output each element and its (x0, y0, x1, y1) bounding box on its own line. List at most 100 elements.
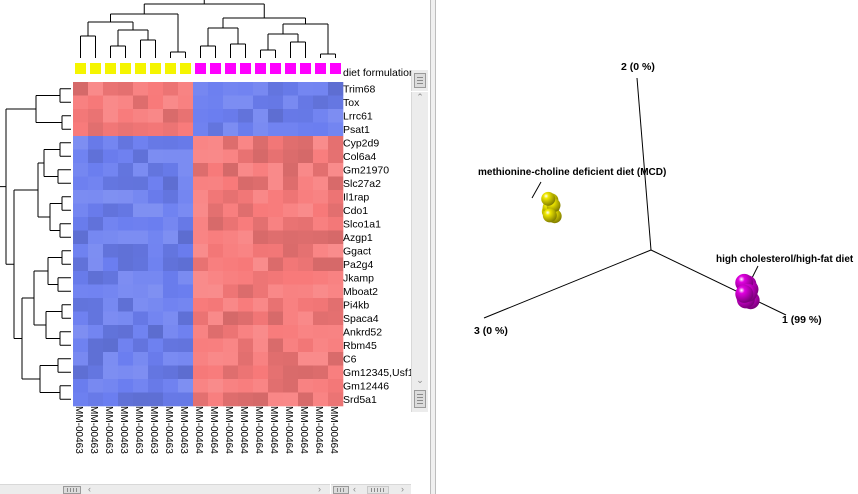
heatmap-cell (298, 352, 314, 366)
heatmap-cell (133, 190, 149, 204)
heatmap-cell (208, 109, 224, 123)
annotation-cell (105, 63, 116, 74)
annotation-cell (270, 63, 281, 74)
heatmap-cell (103, 338, 119, 353)
heatmap-cell (133, 136, 149, 150)
heatmap-cell (313, 217, 329, 231)
heatmap-cell (238, 311, 254, 326)
pca-3d-plot[interactable]: 1 (99 %) 2 (0 %) 3 (0 %) methionine-choline… (436, 0, 858, 494)
heatmap-cell (133, 217, 149, 231)
heatmap-cell (298, 230, 314, 245)
heatmap-cell (88, 217, 104, 231)
heatmap-cell (223, 244, 239, 258)
heatmap-cell (73, 392, 89, 407)
heatmap-cell (298, 392, 314, 407)
scroll-down-icon[interactable]: ⌄ (416, 375, 424, 385)
labels-hscroll-thumb[interactable] (333, 486, 349, 494)
heatmap-cell (238, 244, 254, 258)
row-label: Psat1 (343, 124, 370, 136)
heatmap-cell (163, 230, 179, 245)
heatmap-cell (193, 122, 209, 137)
heatmap-cell (118, 82, 134, 96)
column-label: MM-00463 (163, 406, 174, 454)
heatmap-cell (148, 217, 164, 231)
heatmap-cell (163, 190, 179, 204)
heatmap-cell (253, 325, 269, 339)
heatmap-cell (283, 109, 299, 123)
heatmap-cell (268, 271, 284, 285)
heatmap-cell (238, 217, 254, 231)
scroll-up-icon[interactable]: ⌃ (416, 92, 424, 102)
scroll-left-icon[interactable]: ‹ (88, 484, 91, 494)
pca-axis-label: 3 (0 %) (474, 325, 508, 337)
pane-splitter[interactable] (430, 0, 436, 494)
heatmap-cell (283, 284, 299, 299)
heatmap-cell (328, 190, 344, 204)
heatmap-cell (163, 365, 179, 380)
heatmap-cell (118, 257, 134, 272)
heatmap-cell (88, 352, 104, 366)
heatmap-cell (268, 392, 284, 407)
dendrogram-hscroll-thumb[interactable] (63, 486, 81, 494)
heatmap-cell (223, 203, 239, 218)
row-label: Il1rap (343, 192, 369, 204)
heatmap-cell (238, 190, 254, 204)
heatmap-cell (298, 149, 314, 164)
heatmap-cell (268, 82, 284, 96)
pca-axis (650, 249, 787, 316)
labels-hscroll-track-thumb[interactable] (367, 486, 389, 494)
heatmap-cell (193, 284, 209, 299)
heatmap-cell (178, 271, 194, 285)
heatmap-cell (283, 257, 299, 272)
heatmap-cell (148, 257, 164, 272)
heatmap-cell (223, 95, 239, 110)
heatmap-cell (118, 392, 134, 407)
row-label: Mboat2 (343, 286, 378, 298)
heatmap-cell (103, 298, 119, 312)
heatmap-cell (208, 271, 224, 285)
row-scrollbar[interactable]: ⌃ ⌄ (411, 92, 428, 412)
heatmap-cell (88, 271, 104, 285)
heatmap-cell (313, 109, 329, 123)
row-scroll-thumb[interactable] (414, 390, 426, 408)
column-label: MM-00463 (73, 406, 84, 454)
row-label: Pa2g4 (343, 259, 374, 271)
heatmap-cell (268, 257, 284, 272)
heatmap-cell (208, 392, 224, 407)
heatmap-cell (253, 190, 269, 204)
heatmap-cell (73, 176, 89, 191)
scroll-right-icon[interactable]: › (318, 484, 321, 494)
scroll-left-icon[interactable]: ‹ (353, 484, 356, 494)
heatmap-cell (148, 365, 164, 380)
heatmap-cell (73, 311, 89, 326)
scroll-right-icon[interactable]: › (401, 484, 404, 494)
heatmap-cell (238, 352, 254, 366)
annotation-scroll-thumb[interactable] (414, 73, 426, 88)
annotation-cell (225, 63, 236, 74)
heatmap-cell (73, 203, 89, 218)
heatmap-cell (253, 230, 269, 245)
heatmap-cell (88, 311, 104, 326)
heatmap-cell (238, 338, 254, 353)
annotation-cell (315, 63, 326, 74)
labels-hscrollbar[interactable]: ‹ › (331, 484, 411, 494)
heatmap-cell (193, 82, 209, 96)
heatmap-cell (313, 203, 329, 218)
column-label: MM-00464 (268, 406, 279, 454)
column-label: MM-00464 (313, 406, 324, 454)
heatmap-cell (298, 163, 314, 177)
dendrogram-hscrollbar[interactable]: ‹ › (0, 484, 330, 494)
heatmap-cell (223, 311, 239, 326)
heatmap-cell (118, 284, 134, 299)
row-label: Jkamp (343, 273, 374, 285)
heatmap-cell (118, 163, 134, 177)
heatmap-cell (118, 271, 134, 285)
heatmap-cell (238, 284, 254, 299)
heatmap-cell (298, 109, 314, 123)
heatmap-cell (103, 109, 119, 123)
heatmap-cell (163, 271, 179, 285)
heatmap-cell (253, 352, 269, 366)
heatmap-cell (223, 176, 239, 191)
heatmap-cell (208, 298, 224, 312)
annotation-scrollbar[interactable] (411, 70, 428, 91)
